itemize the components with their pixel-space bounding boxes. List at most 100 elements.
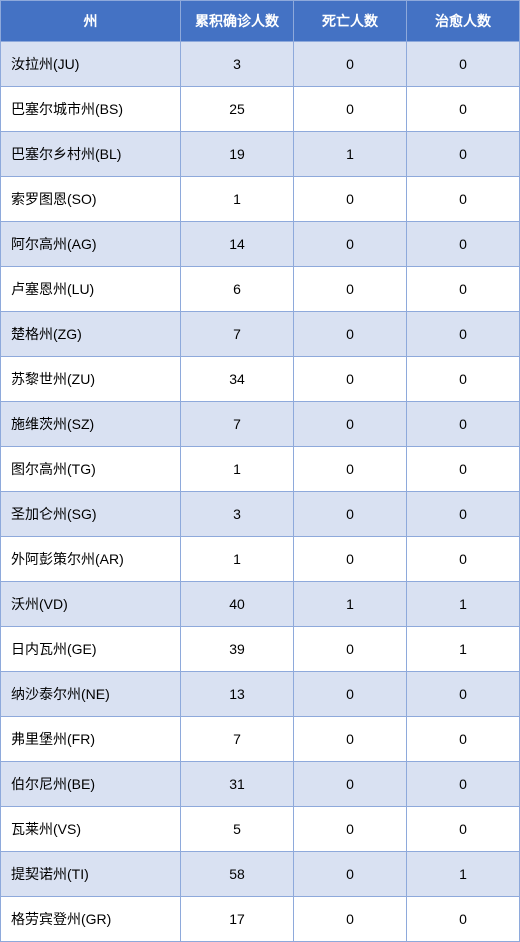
recovered-cell: 1 [407,852,520,897]
deaths-cell: 0 [294,402,407,447]
recovered-cell: 0 [407,717,520,762]
recovered-cell: 0 [407,897,520,942]
deaths-cell: 0 [294,447,407,492]
table-row: 伯尔尼州(BE)3100 [1,762,520,807]
canton-cell: 楚格州(ZG) [1,312,181,357]
recovered-cell: 1 [407,582,520,627]
confirmed-cell: 7 [181,717,294,762]
recovered-cell: 0 [407,492,520,537]
table-row: 图尔高州(TG)100 [1,447,520,492]
table-row: 纳沙泰尔州(NE)1300 [1,672,520,717]
table-row: 楚格州(ZG)700 [1,312,520,357]
recovered-cell: 0 [407,807,520,852]
deaths-cell: 0 [294,267,407,312]
deaths-cell: 0 [294,357,407,402]
deaths-cell: 0 [294,852,407,897]
recovered-cell: 0 [407,357,520,402]
confirmed-cell: 1 [181,537,294,582]
col-header-recovered: 治愈人数 [407,1,520,42]
canton-cell: 提契诺州(TI) [1,852,181,897]
table-row: 弗里堡州(FR)700 [1,717,520,762]
confirmed-cell: 1 [181,177,294,222]
canton-cell: 汝拉州(JU) [1,42,181,87]
deaths-cell: 1 [294,582,407,627]
table-row: 巴塞尔城市州(BS)2500 [1,87,520,132]
confirmed-cell: 5 [181,807,294,852]
canton-cell: 图尔高州(TG) [1,447,181,492]
deaths-cell: 0 [294,672,407,717]
deaths-cell: 0 [294,312,407,357]
canton-cell: 卢塞恩州(LU) [1,267,181,312]
table-row: 卢塞恩州(LU)600 [1,267,520,312]
table-row: 格劳宾登州(GR)1700 [1,897,520,942]
recovered-cell: 0 [407,42,520,87]
deaths-cell: 0 [294,177,407,222]
recovered-cell: 0 [407,672,520,717]
table-body: 汝拉州(JU)300巴塞尔城市州(BS)2500巴塞尔乡村州(BL)1910索罗… [1,42,520,942]
recovered-cell: 0 [407,447,520,492]
confirmed-cell: 3 [181,42,294,87]
recovered-cell: 0 [407,402,520,447]
recovered-cell: 0 [407,537,520,582]
deaths-cell: 0 [294,627,407,672]
recovered-cell: 0 [407,762,520,807]
canton-cell: 巴塞尔乡村州(BL) [1,132,181,177]
table-row: 索罗图恩(SO)100 [1,177,520,222]
col-header-confirmed: 累积确诊人数 [181,1,294,42]
confirmed-cell: 14 [181,222,294,267]
confirmed-cell: 17 [181,897,294,942]
recovered-cell: 0 [407,222,520,267]
recovered-cell: 0 [407,87,520,132]
canton-cell: 格劳宾登州(GR) [1,897,181,942]
canton-cell: 弗里堡州(FR) [1,717,181,762]
deaths-cell: 0 [294,87,407,132]
canton-cell: 外阿彭策尔州(AR) [1,537,181,582]
col-header-deaths: 死亡人数 [294,1,407,42]
confirmed-cell: 31 [181,762,294,807]
confirmed-cell: 7 [181,402,294,447]
deaths-cell: 0 [294,762,407,807]
confirmed-cell: 39 [181,627,294,672]
confirmed-cell: 1 [181,447,294,492]
canton-cell: 施维茨州(SZ) [1,402,181,447]
deaths-cell: 0 [294,717,407,762]
recovered-cell: 0 [407,312,520,357]
deaths-cell: 1 [294,132,407,177]
confirmed-cell: 58 [181,852,294,897]
recovered-cell: 1 [407,627,520,672]
confirmed-cell: 40 [181,582,294,627]
canton-cell: 巴塞尔城市州(BS) [1,87,181,132]
confirmed-cell: 19 [181,132,294,177]
recovered-cell: 0 [407,132,520,177]
canton-cell: 纳沙泰尔州(NE) [1,672,181,717]
table-row: 阿尔高州(AG)1400 [1,222,520,267]
table-row: 瓦莱州(VS)500 [1,807,520,852]
canton-cell: 伯尔尼州(BE) [1,762,181,807]
canton-cell: 苏黎世州(ZU) [1,357,181,402]
recovered-cell: 0 [407,177,520,222]
confirmed-cell: 25 [181,87,294,132]
deaths-cell: 0 [294,807,407,852]
deaths-cell: 0 [294,42,407,87]
table-row: 日内瓦州(GE)3901 [1,627,520,672]
table-row: 提契诺州(TI)5801 [1,852,520,897]
canton-data-table: 州 累积确诊人数 死亡人数 治愈人数 汝拉州(JU)300巴塞尔城市州(BS)2… [0,0,520,942]
confirmed-cell: 7 [181,312,294,357]
confirmed-cell: 6 [181,267,294,312]
recovered-cell: 0 [407,267,520,312]
confirmed-cell: 13 [181,672,294,717]
canton-cell: 阿尔高州(AG) [1,222,181,267]
deaths-cell: 0 [294,897,407,942]
confirmed-cell: 3 [181,492,294,537]
table-row: 巴塞尔乡村州(BL)1910 [1,132,520,177]
canton-cell: 瓦莱州(VS) [1,807,181,852]
header-row: 州 累积确诊人数 死亡人数 治愈人数 [1,1,520,42]
canton-cell: 圣加仑州(SG) [1,492,181,537]
deaths-cell: 0 [294,492,407,537]
table-row: 圣加仑州(SG)300 [1,492,520,537]
table-row: 苏黎世州(ZU)3400 [1,357,520,402]
table-row: 施维茨州(SZ)700 [1,402,520,447]
table-row: 汝拉州(JU)300 [1,42,520,87]
col-header-canton: 州 [1,1,181,42]
canton-cell: 索罗图恩(SO) [1,177,181,222]
